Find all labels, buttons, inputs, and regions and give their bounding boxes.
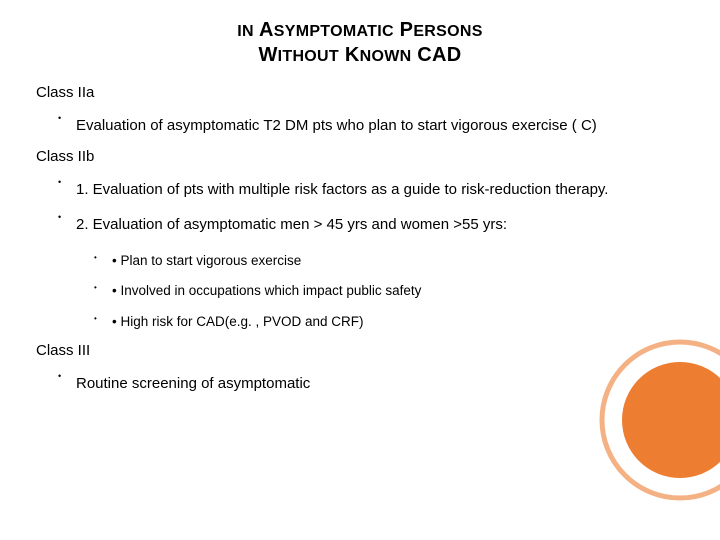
title-seg: P [394, 19, 414, 41]
title-seg: IN [237, 23, 254, 40]
title-seg: W [258, 44, 277, 66]
list-item: Routine screening of asymptomatic [58, 367, 684, 400]
title-seg: K [339, 44, 360, 66]
list-item: 1. Evaluation of pts with multiple risk … [58, 173, 684, 206]
class-iib-label: Class IIb [36, 148, 684, 165]
class-iib-list: 1. Evaluation of pts with multiple risk … [58, 173, 684, 241]
title-seg: SYMPTOMATIC [274, 23, 394, 40]
title-seg: ERSONS [413, 23, 482, 40]
list-item: • High risk for CAD(e.g. , PVOD and CRF) [94, 312, 684, 332]
class-iib-sublist: • Plan to start vigorous exercise • Invo… [94, 251, 684, 332]
title-seg: A [254, 19, 274, 41]
list-item: • Involved in occupations which impact p… [94, 281, 684, 301]
class-iii-label: Class III [36, 342, 684, 359]
list-item: • Plan to start vigorous exercise [94, 251, 684, 271]
slide-title: IN ASYMPTOMATIC PERSONS WITHOUT KNOWN CA… [36, 18, 684, 68]
class-iia-label: Class IIa [36, 84, 684, 101]
list-item: 2. Evaluation of asymptomatic men > 45 y… [58, 208, 684, 241]
title-seg: CAD [411, 44, 461, 66]
title-seg: NOWN [360, 48, 412, 65]
title-line-2: WITHOUT KNOWN CAD [36, 43, 684, 68]
outer-circle [602, 342, 720, 498]
class-iia-list: Evaluation of asymptomatic T2 DM pts who… [58, 109, 684, 142]
class-iii-list: Routine screening of asymptomatic [58, 367, 684, 400]
title-line-1: IN ASYMPTOMATIC PERSONS [36, 18, 684, 43]
title-seg: ITHOUT [278, 48, 339, 65]
list-item: Evaluation of asymptomatic T2 DM pts who… [58, 109, 684, 142]
